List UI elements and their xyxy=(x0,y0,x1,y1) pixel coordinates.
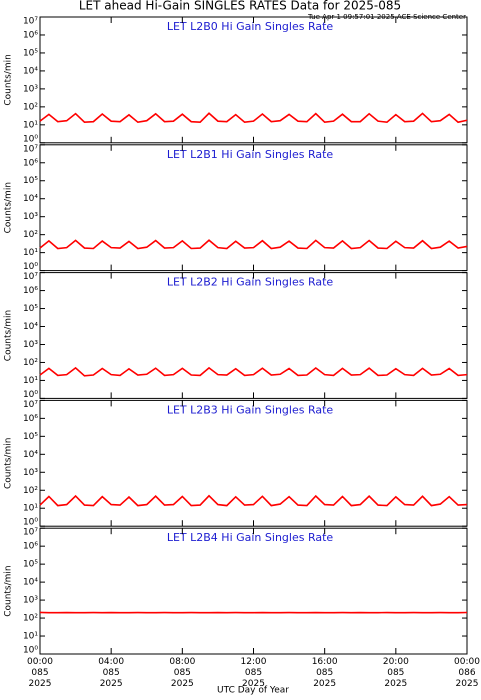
y-tick-label: 10⁴ xyxy=(23,450,38,460)
y-tick-label: 10⁷ xyxy=(23,272,38,282)
y-axis-label: Counts/min xyxy=(4,54,14,105)
plot-frame xyxy=(39,527,468,655)
x-tick-label: 04:00 085 2025 xyxy=(98,657,125,689)
x-tick-label: 00:00 085 2025 xyxy=(27,657,53,689)
y-tick-label: 10⁷ xyxy=(23,528,38,538)
y-tick-label: 10⁶ xyxy=(23,286,38,296)
y-tick-label: 10² xyxy=(23,486,38,496)
y-tick-label: 10⁴ xyxy=(23,322,38,332)
panel-title: LET L2B0 Hi Gain Singles Rate xyxy=(167,20,334,33)
data-line xyxy=(39,112,468,124)
y-tick-label: 10⁴ xyxy=(23,194,38,204)
y-tick-label: 10³ xyxy=(23,84,38,94)
y-axis-label: Counts/min xyxy=(4,310,14,361)
y-tick-label: 10¹ xyxy=(23,376,38,386)
plot-frame xyxy=(39,272,468,399)
x-tick-label: 12:00 085 2025 xyxy=(240,657,267,689)
y-tick-label: 10⁶ xyxy=(23,414,38,424)
y-axis-label: Counts/min xyxy=(4,565,14,616)
y-tick-label: 10² xyxy=(23,358,38,368)
y-tick-label: 10³ xyxy=(23,468,38,478)
data-line xyxy=(39,494,468,507)
y-tick-label: 10⁷ xyxy=(23,400,38,410)
y-tick-label: 10² xyxy=(23,230,38,240)
panel-title: LET L2B2 Hi Gain Singles Rate xyxy=(167,276,334,289)
y-tick-label: 10⁶ xyxy=(23,542,38,552)
plot-frame xyxy=(39,399,468,527)
chart-title: LET ahead Hi-Gain SINGLES RATES Data for… xyxy=(79,0,401,13)
y-tick-label: 10⁵ xyxy=(23,48,38,58)
y-tick-label: 10³ xyxy=(23,212,38,222)
y-tick-label: 10¹ xyxy=(23,632,38,642)
y-axis-label: Counts/min xyxy=(4,438,14,489)
data-line xyxy=(39,366,468,377)
panel-title: LET L2B4 Hi Gain Singles Rate xyxy=(167,531,334,544)
y-tick-label: 10⁷ xyxy=(23,17,38,27)
panel-title: LET L2B3 Hi Gain Singles Rate xyxy=(167,403,334,416)
y-tick-label: 10⁴ xyxy=(23,66,38,76)
panel-title: LET L2B1 Hi Gain Singles Rate xyxy=(167,148,334,161)
y-tick-label: 10⁵ xyxy=(23,176,38,186)
y-tick-label: 10² xyxy=(23,102,38,112)
y-tick-label: 10⁵ xyxy=(23,560,38,570)
y-tick-label: 10³ xyxy=(23,596,38,606)
y-tick-label: 10⁵ xyxy=(23,432,38,442)
x-tick-label: 00:00 086 2025 xyxy=(454,657,480,689)
y-tick-label: 10⁰ xyxy=(23,134,38,144)
x-tick-label: 20:00 085 2025 xyxy=(382,657,409,689)
y-tick-label: 10² xyxy=(23,614,38,624)
y-tick-label: 10⁶ xyxy=(23,158,38,168)
y-tick-label: 10¹ xyxy=(23,248,38,258)
x-axis-label: UTC Day of Year xyxy=(217,686,289,696)
y-tick-label: 10⁰ xyxy=(23,518,38,528)
y-tick-label: 10¹ xyxy=(23,504,38,514)
data-line xyxy=(39,239,468,250)
y-tick-label: 10³ xyxy=(23,340,38,350)
x-tick-label: 08:00 085 2025 xyxy=(169,657,196,689)
plot-frame xyxy=(39,16,468,144)
y-tick-label: 10⁰ xyxy=(23,390,38,400)
plot-frame xyxy=(39,144,468,272)
y-tick-label: 10⁷ xyxy=(23,144,38,154)
y-tick-label: 10⁰ xyxy=(23,646,38,656)
y-tick-label: 10⁶ xyxy=(23,30,38,40)
y-tick-label: 10⁵ xyxy=(23,304,38,314)
y-tick-label: 10¹ xyxy=(23,120,38,130)
y-tick-label: 10⁴ xyxy=(23,578,38,588)
x-tick-label: 16:00 085 2025 xyxy=(311,657,338,689)
y-tick-label: 10⁰ xyxy=(23,262,38,272)
y-axis-label: Counts/min xyxy=(4,182,14,233)
